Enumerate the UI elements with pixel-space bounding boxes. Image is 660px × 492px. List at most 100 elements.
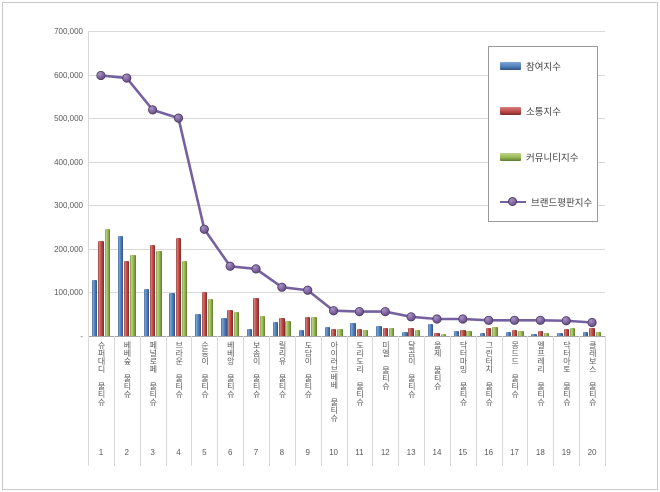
legend-item-participation: 참여지수: [500, 59, 593, 73]
x-axis-label: 보솜이 물티슈: [243, 341, 269, 444]
category-separator: [88, 336, 89, 466]
data-point-marker: [406, 312, 416, 322]
gridline: [88, 248, 605, 250]
rank-label: 8: [279, 448, 285, 457]
x-axis-label: 도담이 물티슈: [295, 341, 321, 444]
bar-소통지수: [563, 329, 569, 336]
gridline: [88, 31, 605, 32]
bar-참여지수: [427, 323, 434, 336]
data-point-marker: [432, 314, 442, 324]
rank-label: 1: [98, 448, 104, 457]
brand-name: 도담이 물티슈: [303, 341, 313, 398]
category-separator: [501, 336, 503, 466]
brand-name: 달곰이 물티슈: [407, 341, 417, 398]
bar-커뮤니티지수: [466, 331, 472, 336]
legend-item-communication: 소통지수: [500, 104, 593, 118]
bar-커뮤니티지수: [569, 328, 576, 336]
y-axis-label: 300,000: [54, 201, 83, 211]
rank-label: 20: [587, 448, 597, 457]
data-point-marker: [225, 261, 235, 271]
category-separator: [268, 336, 270, 466]
communication-swatch-icon: [500, 107, 521, 116]
rank-label: 2: [124, 448, 129, 457]
y-axis-label: 700,000: [54, 27, 83, 36]
category-separator: [527, 336, 529, 466]
brand-name: 몽드드 물티슈: [510, 341, 520, 398]
legend-item-brand-reputation: 브랜드평판지수: [500, 195, 593, 209]
category-separator: [553, 336, 555, 466]
data-point-marker: [561, 316, 571, 326]
category-separator: [346, 336, 348, 466]
bar-커뮤니티지수: [311, 316, 317, 336]
bar-커뮤니티지수: [363, 330, 369, 336]
bar-커뮤니티지수: [388, 328, 395, 336]
rank-label: 7: [253, 448, 259, 457]
bar-참여지수: [376, 325, 382, 336]
data-point-marker: [277, 282, 287, 292]
brand-name: 도리도리 물티슈: [355, 341, 365, 406]
brand-name: 닥터마밍 물티슈: [459, 341, 468, 406]
category-separator: [139, 336, 141, 466]
category-separator: [113, 336, 115, 466]
y-axis-label: 600,000: [54, 70, 83, 80]
brand-name: 미엘 물티슈: [381, 341, 391, 390]
data-point-marker: [328, 306, 339, 316]
x-axis-label: 엘프레리 물티슈: [527, 341, 553, 444]
category-separator: [165, 336, 167, 466]
brand-name: 브라운 물티슈: [174, 341, 184, 398]
brand-name: 페널로페 물티슈: [148, 341, 158, 406]
bar-커뮤니티지수: [595, 331, 602, 336]
category-separator: [475, 336, 477, 466]
category-separator: [294, 336, 296, 466]
category-separator: [372, 336, 374, 466]
rank-label: 6: [227, 448, 233, 457]
x-axis-label: 순둥이 물티슈: [191, 341, 217, 444]
bar-소통지수: [485, 328, 492, 336]
bar-소통지수: [124, 260, 130, 336]
bar-참여지수: [479, 332, 486, 336]
bar-참여지수: [557, 333, 563, 336]
bar-커뮤니티지수: [207, 298, 214, 336]
bar-소통지수: [201, 291, 208, 336]
rank-label: 14: [432, 448, 442, 457]
bar-참여지수: [91, 279, 98, 336]
rank-label: 16: [484, 448, 494, 457]
bar-참여지수: [505, 332, 511, 336]
bar-참여지수: [402, 332, 408, 336]
rank-label: 19: [561, 448, 571, 457]
bar-커뮤니티지수: [440, 333, 446, 336]
category-separator: [320, 336, 322, 466]
x-axis-label: 브라운 물티슈: [166, 341, 192, 444]
legend-label: 브랜드평판지수: [531, 197, 593, 209]
gridline: [88, 292, 605, 294]
brand-name: 순둥이 물티슈: [200, 341, 210, 398]
x-axis-label: 아이러브베베 물티슈: [321, 341, 347, 444]
data-point-marker: [148, 105, 158, 115]
brand-name: 엘프레리 물티슈: [536, 341, 546, 406]
bar-소통지수: [149, 244, 156, 336]
participation-swatch-icon: [500, 62, 521, 70]
legend-label: 참여지수: [526, 62, 561, 73]
data-point-marker: [251, 264, 261, 274]
bar-커뮤니티지수: [259, 315, 266, 336]
rank-label: 9: [305, 448, 310, 457]
rank-label: 18: [535, 448, 545, 457]
bar-커뮤니티지수: [492, 326, 498, 336]
category-separator: [217, 336, 219, 466]
bar-참여지수: [143, 288, 150, 336]
rank-label: 5: [202, 448, 207, 457]
bar-커뮤니티지수: [130, 254, 136, 336]
bar-소통지수: [305, 316, 311, 336]
x-axis-label: 미엘 물티슈: [372, 341, 398, 444]
x-axis-label: 릴리유 물티슈: [269, 341, 295, 444]
x-axis-label: 베베앙 물티슈: [217, 341, 243, 444]
bar-소통지수: [98, 241, 104, 336]
x-axis-label: 베베숲 물티슈: [114, 341, 140, 444]
bar-커뮤니티지수: [182, 261, 188, 336]
brand-name: 베베숲 물티슈: [122, 341, 132, 398]
category-separator: [424, 336, 426, 466]
bar-참여지수: [221, 318, 227, 336]
bar-소통지수: [253, 298, 259, 336]
